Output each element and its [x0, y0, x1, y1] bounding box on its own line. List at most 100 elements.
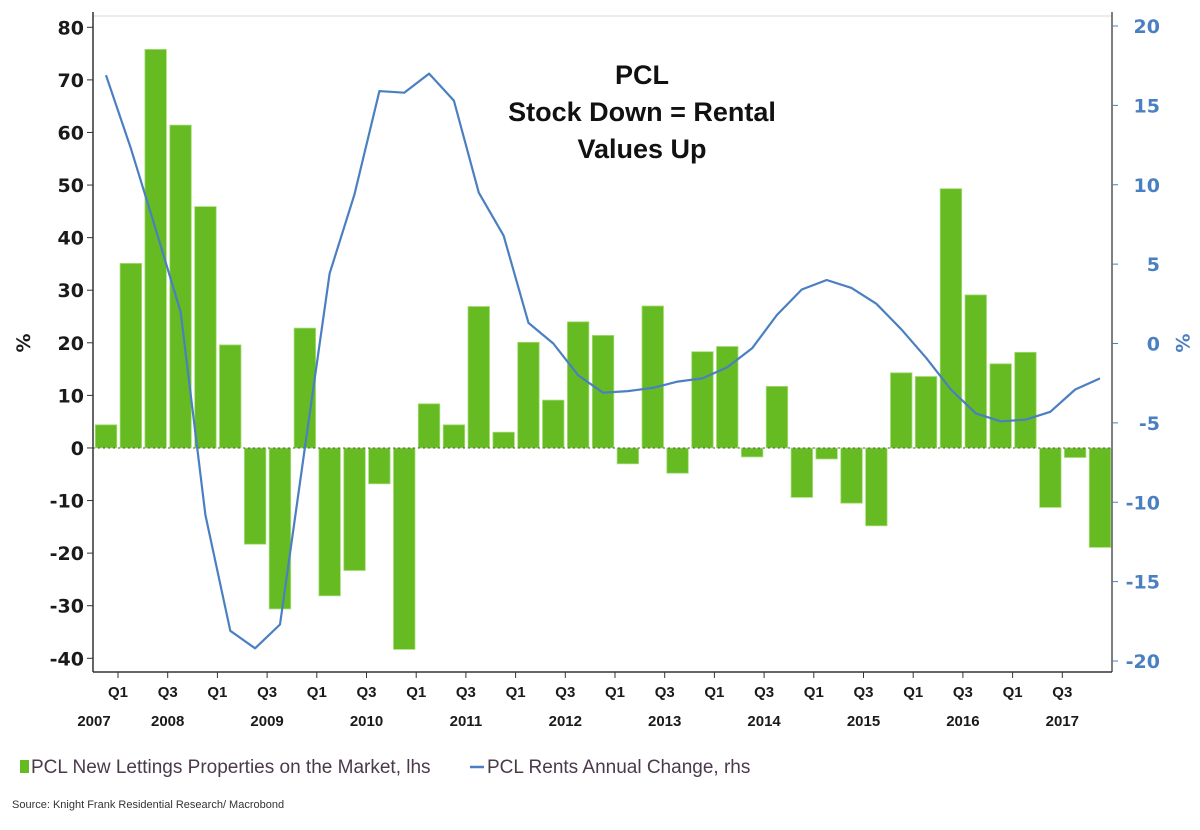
left-tick-label: 40 [58, 228, 84, 250]
x-tick-quarter-label: Q3 [158, 684, 178, 701]
bar [741, 447, 764, 458]
right-tick-label: -20 [1126, 651, 1160, 673]
legend-bar-swatch [20, 760, 29, 773]
x-tick-year-label: 2011 [450, 713, 483, 730]
x-tick-quarter-label: Q3 [356, 684, 376, 701]
left-axis-label: % [13, 333, 35, 352]
left-axis: 80 70 60 50 40 30 20 10 0 -10 -20 -30 -40 [50, 12, 94, 672]
x-tick-year-label: 2009 [250, 713, 283, 730]
bar [1039, 447, 1062, 508]
bar [492, 431, 515, 449]
bar [318, 447, 341, 597]
right-tick-label: -5 [1139, 413, 1160, 435]
right-tick-label: 0 [1147, 334, 1160, 356]
bar [542, 399, 565, 449]
bar [939, 188, 963, 449]
x-tick-quarter-label: Q3 [456, 684, 476, 701]
left-tick-label: 10 [58, 385, 84, 407]
bar-series [94, 49, 1112, 650]
bar [343, 447, 366, 571]
x-tick-year-label: 2012 [549, 713, 582, 730]
x-tick-quarter-label: Q1 [605, 684, 625, 701]
bar [219, 344, 242, 449]
bar [368, 447, 391, 485]
bar [393, 447, 416, 650]
x-tick-quarter-label: Q1 [903, 684, 923, 701]
right-tick-label: -10 [1126, 492, 1160, 514]
x-tick-quarter-label: Q3 [853, 684, 873, 701]
bar [616, 447, 639, 465]
legend: PCL New Lettings Properties on the Marke… [20, 757, 750, 778]
chart-title: PCL Stock Down = Rental Values Up [508, 60, 776, 164]
bar [119, 262, 142, 449]
bar [517, 341, 540, 449]
right-tick-label: 10 [1134, 175, 1160, 197]
x-tick-quarter-label: Q3 [953, 684, 973, 701]
bar [567, 321, 590, 449]
source-note: Source: Knight Frank Residential Researc… [12, 799, 284, 811]
x-tick-year-label: 2007 [77, 713, 110, 730]
bar [1064, 447, 1087, 458]
bar [169, 124, 192, 449]
bar [691, 351, 714, 449]
bar [144, 49, 167, 449]
x-axis: Q1 2007 Q3 2008 Q1 Q3 2009 Q1 Q3 2010 Q1 Q3 2011 Q1 Q3… [77, 671, 1112, 730]
left-tick-label: -20 [50, 543, 84, 565]
legend-bar-label: PCL New Lettings Properties on the Marke… [31, 757, 431, 778]
left-tick-label: 0 [71, 438, 84, 460]
bar [989, 363, 1012, 449]
bar [94, 424, 118, 449]
x-tick-quarter-label: Q3 [555, 684, 575, 701]
x-tick-quarter-label: Q1 [207, 684, 227, 701]
right-axis-label: % [1171, 333, 1193, 352]
x-tick-quarter-label: Q3 [257, 684, 277, 701]
line-series [104, 72, 1101, 650]
bar [268, 447, 292, 610]
legend-line-label: PCL Rents Annual Change, rhs [487, 757, 750, 778]
x-tick-quarter-label: Q1 [1003, 684, 1023, 701]
x-tick-year-label: 2017 [1046, 713, 1079, 730]
bar [964, 294, 987, 449]
right-tick-label: 15 [1134, 95, 1160, 117]
bar [1014, 351, 1037, 449]
x-tick-quarter-label: Q1 [307, 684, 327, 701]
x-tick-quarter-label: Q3 [754, 684, 774, 701]
left-tick-label: 30 [58, 280, 84, 302]
x-tick-quarter-label: Q3 [655, 684, 675, 701]
bar [790, 447, 813, 498]
bar [914, 376, 938, 449]
left-tick-label: 60 [58, 122, 84, 144]
bar [890, 372, 913, 449]
bar [641, 305, 664, 449]
left-tick-label: -30 [50, 596, 84, 618]
bar [1088, 447, 1112, 548]
bar [765, 385, 789, 449]
bar [865, 447, 888, 527]
bar [666, 447, 689, 474]
bar [243, 447, 267, 545]
bar [815, 447, 838, 460]
right-axis: 20 15 10 5 0 -5 -10 -15 -20 [1111, 12, 1160, 673]
bar [716, 346, 739, 449]
left-tick-label: -10 [50, 491, 84, 513]
right-tick-label: -15 [1126, 572, 1160, 594]
bar [442, 424, 466, 449]
rents-line [104, 72, 1101, 650]
x-tick-quarter-label: Q1 [704, 684, 724, 701]
x-tick-quarter-label: Q1 [108, 684, 128, 701]
right-tick-label: 5 [1147, 254, 1160, 276]
left-tick-label: 20 [58, 333, 84, 355]
x-tick-quarter-label: Q1 [804, 684, 824, 701]
x-tick-quarter-label: Q3 [1052, 684, 1072, 701]
title-line-2: Stock Down = Rental [508, 97, 776, 127]
left-tick-label: -40 [50, 648, 84, 670]
right-tick-label: 20 [1134, 16, 1160, 38]
x-tick-year-label: 2008 [151, 713, 184, 730]
left-tick-label: 70 [58, 70, 84, 92]
bar [417, 403, 441, 449]
bar [467, 306, 490, 449]
left-tick-label: 50 [58, 175, 84, 197]
x-tick-year-label: 2016 [946, 713, 979, 730]
x-tick-year-label: 2014 [747, 713, 781, 730]
